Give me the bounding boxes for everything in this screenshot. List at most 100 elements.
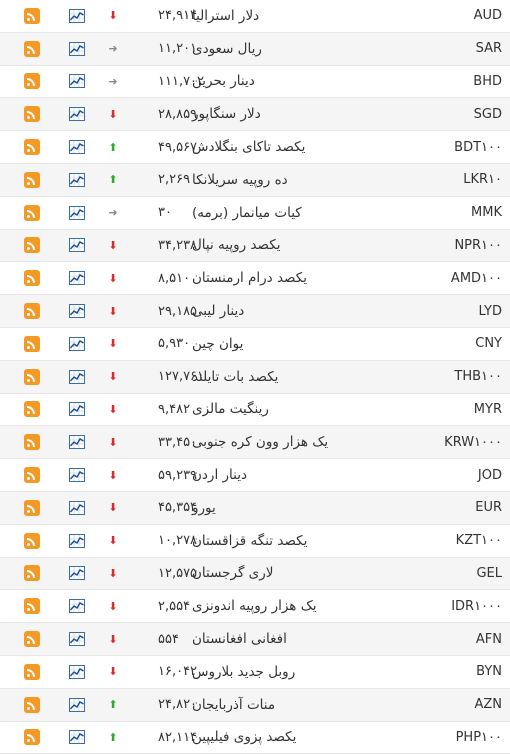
line-chart-icon[interactable] [69,230,87,262]
currency-code: LKR۱۰ [463,172,502,188]
line-chart-icon[interactable] [69,689,87,721]
currency-code: KZT۱۰۰ [455,533,502,549]
arrow-up-icon: ⬆ [108,730,118,744]
currency-row: ⬇ ۱۰,۲۷۸ یکصد تنگه قزاقستان KZT۱۰۰ [0,525,510,558]
currency-row: ⬇ ۵۹,۲۳۹ دینار اردن JOD [0,459,510,492]
arrow-down-icon: ⬇ [108,107,118,121]
line-chart-icon[interactable] [69,722,87,754]
currency-row: ⬇ ۲۹,۱۸۵ دینار لیبی LYD [0,295,510,328]
rss-feed-icon[interactable] [24,722,42,754]
rss-feed-icon[interactable] [24,295,42,327]
currency-code: KRW۱۰۰۰ [444,434,502,450]
rss-feed-icon[interactable] [24,361,42,393]
rss-feed-icon[interactable] [24,525,42,557]
currency-code: PHP۱۰۰ [455,729,502,745]
rss-feed-icon[interactable] [24,98,42,130]
rss-feed-icon[interactable] [24,33,42,65]
rss-feed-icon[interactable] [24,66,42,98]
currency-row: ⬇ ۵۵۴ افغانی افغانستان AFN [0,623,510,656]
currency-price: ۲۴,۹۱۴ [158,8,198,24]
currency-code: AMD۱۰۰ [450,270,502,286]
rss-feed-icon[interactable] [24,262,42,294]
currency-price: ۹,۴۸۲ [158,401,191,417]
rss-feed-icon[interactable] [24,656,42,688]
rss-feed-icon[interactable] [24,230,42,262]
rss-feed-icon[interactable] [24,426,42,458]
currency-price: ۲۹,۱۸۵ [158,303,198,319]
currency-price: ۳۰ [158,205,172,221]
line-chart-icon[interactable] [69,197,87,229]
rss-feed-icon[interactable] [24,131,42,163]
currency-code: AFN [475,631,502,647]
arrow-down-icon: ⬇ [108,501,118,515]
line-chart-icon[interactable] [69,98,87,130]
line-chart-icon[interactable] [69,295,87,327]
currency-name: یکصد تنگه قزاقستان [192,532,308,549]
currency-code: BYN [476,664,502,680]
currency-name: ریال سعودی [192,40,262,57]
currency-row: ⬇ ۳۳,۴۵۰ یک هزار وون کره جنوبی KRW۱۰۰۰ [0,426,510,460]
line-chart-icon[interactable] [69,590,87,622]
currency-row: ⬇ ۱۲,۵۷۵ لاری گرجستان GEL [0,557,510,591]
currency-name: دینار بحرین [192,73,255,90]
line-chart-icon[interactable] [69,33,87,65]
currency-code: LYD [478,303,502,319]
rss-feed-icon[interactable] [24,492,42,524]
currency-code: AZN [474,697,502,713]
arrow-right-icon: ➜ [108,74,118,88]
currency-row: ⬇ ۵,۹۳۰ یوان چین CNY [0,328,510,361]
currency-row: ⬇ ۴۵,۳۵۴ یورو EUR [0,491,510,525]
currency-name: یک هزار وون کره جنوبی [192,434,329,451]
rss-feed-icon[interactable] [24,459,42,491]
line-chart-icon[interactable] [69,394,87,426]
line-chart-icon[interactable] [69,66,87,98]
rss-feed-icon[interactable] [24,689,42,721]
currency-row: ⬆ ۲,۲۶۹ ده روپیه سریلانکا LKR۱۰ [0,163,510,197]
rss-feed-icon[interactable] [24,590,42,622]
currency-row: ⬇ ۹,۴۸۲ رینگیت مالزی MYR [0,394,510,427]
currency-price: ۳۳,۴۵۰ [158,434,198,450]
currency-code: BHD [473,73,502,89]
currency-price: ۲,۵۵۴ [158,598,191,614]
line-chart-icon[interactable] [69,262,87,294]
currency-code: IDR۱۰۰۰ [451,598,502,614]
arrow-down-icon: ⬇ [108,534,118,548]
currency-row: ⬆ ۸۲,۱۱۴ یکصد پزوی فیلیپین PHP۱۰۰ [0,722,510,755]
currency-price: ۵,۹۳۰ [158,336,191,352]
currency-name: دینار اردن [192,467,247,484]
line-chart-icon[interactable] [69,426,87,458]
arrow-down-icon: ⬇ [108,304,118,318]
currency-code: AUD [473,8,502,24]
line-chart-icon[interactable] [69,656,87,688]
currency-row: ⬆ ۲۴,۸۲۰ منات آذربایجان AZN [0,688,510,722]
line-chart-icon[interactable] [69,0,87,32]
arrow-down-icon: ⬇ [108,9,118,23]
currency-row: ⬇ ۱۲۷,۷۶۱ یکصد بات تایلند THB۱۰۰ [0,360,510,394]
line-chart-icon[interactable] [69,361,87,393]
rss-feed-icon[interactable] [24,558,42,590]
rss-feed-icon[interactable] [24,0,42,32]
rss-feed-icon[interactable] [24,623,42,655]
currency-name: یوان چین [192,335,244,352]
rss-feed-icon[interactable] [24,328,42,360]
line-chart-icon[interactable] [69,492,87,524]
line-chart-icon[interactable] [69,558,87,590]
arrow-up-icon: ⬆ [108,173,118,187]
currency-price: ۴۹,۵۶۷ [158,139,198,155]
currency-price: ۲,۲۶۹ [158,172,191,188]
currency-name: دلار استرالیا [192,7,260,24]
line-chart-icon[interactable] [69,525,87,557]
line-chart-icon[interactable] [69,623,87,655]
rss-feed-icon[interactable] [24,394,42,426]
arrow-right-icon: ➜ [108,42,118,56]
line-chart-icon[interactable] [69,131,87,163]
rss-feed-icon[interactable] [24,164,42,196]
line-chart-icon[interactable] [69,459,87,491]
currency-name: یکصد بات تایلند [192,368,279,385]
line-chart-icon[interactable] [69,164,87,196]
currency-name: یکصد تاکای بنگلادش [192,139,306,156]
line-chart-icon[interactable] [69,328,87,360]
arrow-down-icon: ⬇ [108,435,118,449]
rss-feed-icon[interactable] [24,197,42,229]
currency-price: ۲۴,۸۲۰ [158,697,198,713]
